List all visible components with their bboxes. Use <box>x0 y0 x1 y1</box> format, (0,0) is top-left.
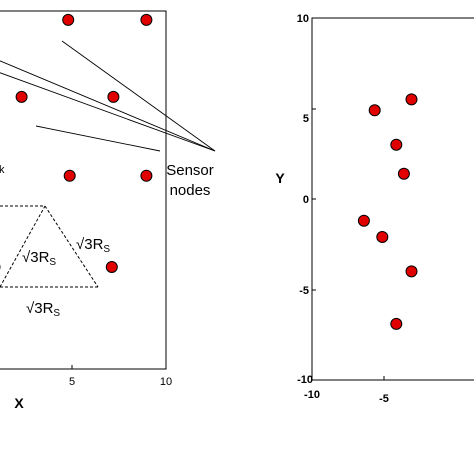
right-point-s0-2 <box>390 138 403 151</box>
coverage-triangle <box>0 205 99 288</box>
left-point-s0-6 <box>105 261 118 273</box>
x-tick-label-10: 10 <box>160 376 172 388</box>
side-label-right: √3RS <box>76 236 110 255</box>
right-point-s0-1 <box>405 93 418 106</box>
left-chart: 5 10 X Sensor nodes k √3RS √3RS √3RS <box>0 10 216 411</box>
left-point-s0-5 <box>140 169 153 182</box>
right-chart: 10 5 0 -5 -10 -10 -5 Y <box>275 13 474 405</box>
left-points-layer <box>0 13 153 273</box>
pointer-line-1 <box>61 40 216 152</box>
pointer-line-2 <box>0 60 216 152</box>
side-label-bottom: √3RS <box>26 300 60 319</box>
pointer-line-3 <box>0 72 216 152</box>
right-point-s0-6 <box>405 265 418 278</box>
x-tick-label-neg10: -10 <box>304 389 320 401</box>
right-points-layer <box>357 93 418 330</box>
y-axis-title: Y <box>275 170 285 186</box>
sensor-label: Sensor <box>166 162 214 179</box>
left-point-s0-4 <box>63 169 76 182</box>
left-point-s0-2 <box>15 90 28 103</box>
nodes-label: nodes <box>170 182 211 199</box>
sink-label-fragment: k <box>0 164 5 176</box>
y-tick-label-5: 5 <box>303 113 309 125</box>
right-point-s0-4 <box>357 214 370 227</box>
right-point-s0-5 <box>376 231 389 243</box>
right-point-s0-7 <box>390 317 403 330</box>
left-plot-frame <box>0 10 167 370</box>
left-point-s0-0 <box>62 13 75 26</box>
y-tick-label-neg5: -5 <box>299 285 309 297</box>
y-tick-label-0: 0 <box>303 194 309 206</box>
left-point-s0-1 <box>140 13 153 26</box>
triangle-edge-left <box>0 205 46 288</box>
x-tick-label-5: 5 <box>69 376 75 388</box>
pointer-line-4 <box>35 125 161 152</box>
side-label-left: √3RS <box>22 249 56 268</box>
y-tick-label-10: 10 <box>297 13 309 25</box>
y-tick-label-neg10: -10 <box>297 374 313 386</box>
triangle-edge-right <box>44 205 99 288</box>
sensor-pointer-lines <box>0 40 216 152</box>
x-tick-label-neg5: -5 <box>379 393 389 405</box>
left-point-s0-3 <box>107 90 120 103</box>
x-axis-title: X <box>14 395 24 411</box>
right-point-s0-0 <box>368 104 381 117</box>
right-point-s0-3 <box>397 167 410 180</box>
